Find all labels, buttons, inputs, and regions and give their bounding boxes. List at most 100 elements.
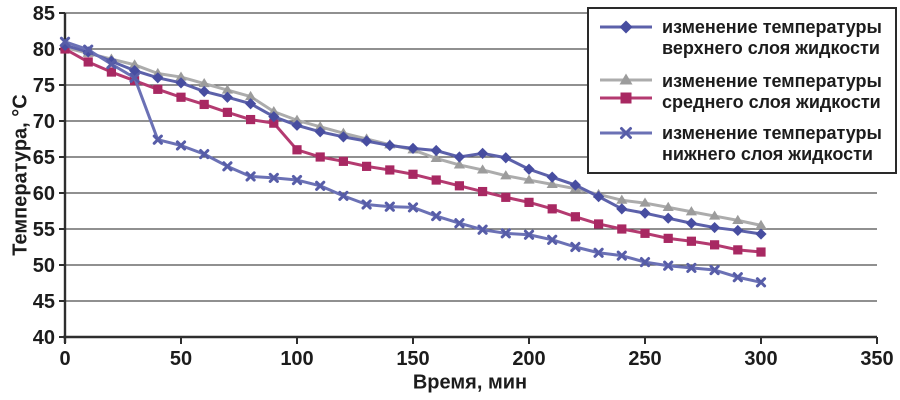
- legend-entry-lower-layer: изменение температуры нижнего слоя жидко…: [599, 123, 882, 165]
- x-tick-label-250: 250: [628, 348, 661, 370]
- x-marker-icon: [639, 257, 651, 268]
- diamond-marker-icon: [523, 163, 535, 175]
- square-marker-icon: [106, 67, 116, 77]
- triangle-marker-icon: [291, 114, 303, 124]
- triangle-marker-icon: [500, 170, 512, 180]
- y-tick-label-75: 75: [33, 75, 55, 97]
- diamond-marker-icon: [639, 207, 651, 219]
- x-marker-icon: [245, 171, 256, 182]
- triangle-marker-icon: [314, 121, 326, 131]
- x-tick-label-150: 150: [396, 348, 429, 370]
- series-x: [59, 36, 767, 288]
- triangle-marker-icon: [619, 73, 633, 85]
- square-marker-icon: [570, 212, 580, 222]
- legend-entry-upper-layer: изменение температуры верхнего слоя жидк…: [599, 17, 882, 59]
- triangle-marker-icon: [662, 201, 674, 211]
- triangle-marker-icon: [221, 84, 233, 94]
- triangle-marker-icon: [430, 152, 442, 163]
- triangle-marker-icon: [546, 178, 558, 188]
- x-marker-icon: [500, 228, 511, 239]
- x-tick-label-100: 100: [280, 348, 313, 370]
- diamond-marker-icon: [152, 72, 164, 84]
- square-marker-icon: [710, 240, 720, 250]
- diamond-marker-icon: [245, 98, 257, 110]
- square-marker-icon: [454, 181, 464, 191]
- x-marker-icon: [175, 140, 187, 151]
- legend-marker-x-icon: [599, 123, 653, 165]
- x-marker-icon: [620, 127, 632, 139]
- diamond-marker-icon: [221, 91, 233, 103]
- x-marker-icon: [384, 201, 395, 212]
- diamond-marker-icon: [477, 147, 489, 159]
- y-axis-title: Температура, °С: [9, 94, 32, 256]
- x-marker-icon: [570, 241, 581, 253]
- triangle-marker-icon: [616, 194, 628, 204]
- x-marker-icon: [152, 134, 163, 145]
- y-tick-label-80: 80: [33, 39, 55, 61]
- x-marker-icon: [547, 234, 558, 245]
- x-marker-icon: [199, 149, 210, 160]
- x-marker-icon: [663, 260, 674, 271]
- x-marker-icon: [686, 262, 697, 273]
- diamond-marker-icon: [337, 131, 349, 143]
- triangle-marker-icon: [198, 77, 210, 88]
- square-marker-icon: [362, 161, 372, 171]
- legend-swatch-square: [600, 92, 652, 104]
- triangle-marker-icon: [755, 219, 767, 229]
- x-marker-icon: [477, 224, 488, 235]
- y-tick-label-40: 40: [33, 327, 55, 349]
- square-marker-icon: [501, 192, 511, 202]
- y-tick-label-85: 85: [33, 3, 55, 25]
- x-axis-title: Время, мин: [412, 371, 528, 394]
- square-marker-icon: [756, 247, 766, 257]
- square-marker-icon: [663, 233, 673, 243]
- diamond-marker-icon: [755, 228, 767, 240]
- square-marker-icon: [594, 219, 604, 229]
- x-marker-icon: [593, 247, 604, 258]
- x-marker-icon: [291, 174, 303, 186]
- triangle-marker-icon: [129, 59, 141, 69]
- diamond-marker-icon: [314, 126, 326, 138]
- square-marker-icon: [176, 92, 186, 102]
- triangle-marker-icon: [268, 106, 280, 116]
- x-tick-label-50: 50: [170, 348, 192, 370]
- diamond-marker-icon: [732, 224, 744, 237]
- diamond-marker-icon: [198, 85, 210, 98]
- diamond-marker-icon: [361, 135, 373, 147]
- legend-label-line: среднего слоя жидкости: [662, 92, 881, 112]
- square-marker-icon: [315, 152, 325, 162]
- square-marker-icon: [199, 99, 209, 110]
- x-tick-label-200: 200: [512, 348, 545, 370]
- legend-swatch-triangle: [600, 73, 652, 85]
- x-marker-icon: [616, 250, 627, 261]
- x-tick-label-300: 300: [744, 348, 777, 370]
- square-marker-icon: [292, 145, 302, 155]
- square-marker-icon: [153, 84, 163, 94]
- x-marker-icon: [709, 264, 720, 276]
- square-marker-icon: [478, 186, 488, 197]
- triangle-marker-icon: [709, 210, 721, 220]
- diamond-marker-icon: [407, 142, 419, 154]
- triangle-marker-icon: [175, 71, 187, 81]
- x-marker-icon: [268, 172, 279, 183]
- square-marker-icon: [640, 228, 650, 238]
- triangle-marker-icon: [453, 159, 465, 169]
- legend-marker-triangle-square-icon: [599, 71, 653, 113]
- square-marker-icon: [524, 197, 534, 207]
- triangle-marker-icon: [477, 164, 489, 174]
- square-marker-icon: [547, 204, 557, 214]
- diamond-marker-icon: [662, 212, 674, 224]
- y-tick-label-70: 70: [33, 111, 55, 133]
- y-tick-label-55: 55: [33, 219, 55, 241]
- triangle-marker-icon: [523, 174, 535, 184]
- x-marker-icon: [59, 36, 71, 47]
- x-tick-label-350: 350: [860, 348, 893, 370]
- legend-label-line: изменение температуры: [662, 123, 882, 143]
- diamond-marker-icon: [59, 39, 71, 51]
- legend-label-line: изменение температуры: [662, 17, 882, 37]
- diamond-marker-icon: [453, 151, 465, 163]
- square-marker-icon: [385, 165, 395, 175]
- x-marker-icon: [523, 229, 535, 240]
